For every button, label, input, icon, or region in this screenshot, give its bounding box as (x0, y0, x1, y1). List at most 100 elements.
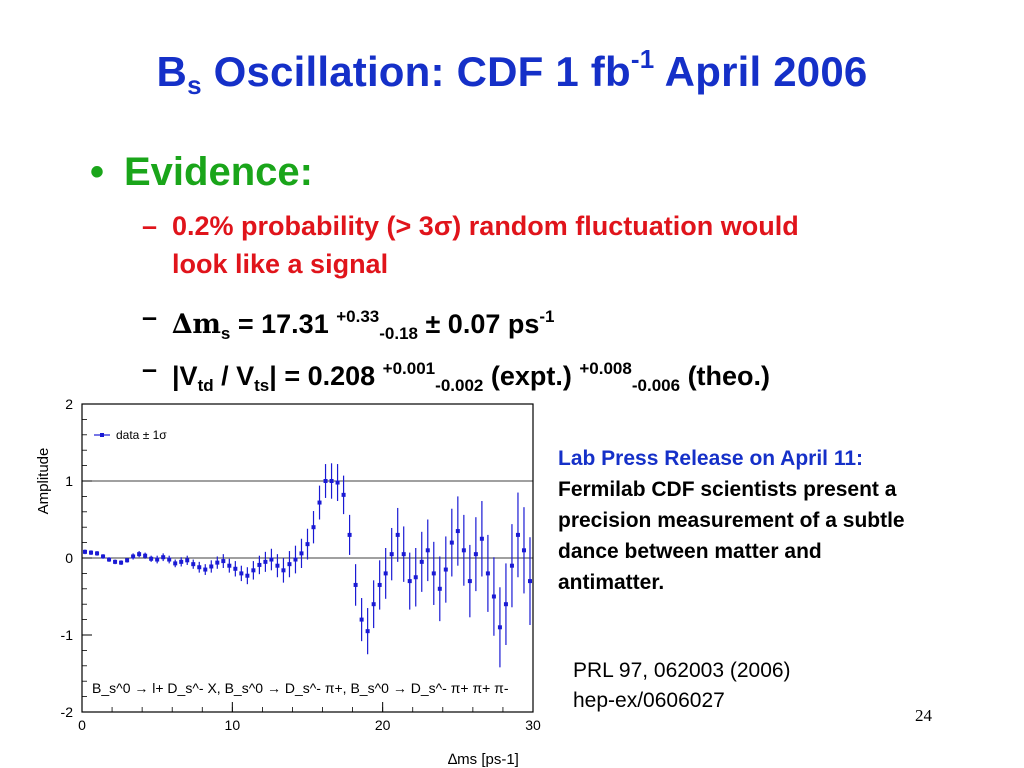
data-point (413, 575, 418, 580)
expt-lower: -0.002 (435, 376, 484, 395)
data-point (257, 562, 262, 567)
slide-title: Bs Oscillation: CDF 1 fb-1 April 2006 (0, 44, 1024, 101)
x-tick-label: 0 (78, 717, 86, 733)
data-point (353, 582, 358, 587)
ratio-value: | = 0.208 (269, 361, 383, 391)
theo-label: (theo.) (680, 361, 771, 391)
data-point (503, 602, 508, 607)
data-point (191, 562, 196, 567)
data-point (497, 625, 502, 630)
bullet-label: Evidence: (124, 150, 313, 194)
dash: – (142, 354, 158, 384)
y-axis-ticks: -2 -1 0 1 2 (61, 396, 92, 720)
press-line: precision measurement of a subtle (558, 509, 905, 532)
x-tick-label: 10 (225, 717, 241, 733)
data-point (431, 571, 436, 576)
page-number: 24 (915, 706, 932, 725)
data-point (179, 559, 184, 564)
x-tick-label: 20 (375, 717, 391, 733)
title-rest: Oscillation: CDF 1 fb (201, 48, 631, 95)
data-point (143, 553, 148, 558)
data-point (401, 552, 406, 557)
reference-journal: PRL 97, 062003 (2006) (573, 659, 791, 682)
data-point (131, 554, 136, 559)
expt-label: (expt.) (483, 361, 580, 391)
legend-label: data ± 1σ (116, 428, 167, 442)
data-point (263, 559, 268, 564)
press-release: Lab Press Release on April 11: Fermilab … (558, 443, 998, 598)
data-point (233, 566, 238, 571)
data-point (467, 579, 472, 584)
data-point (137, 552, 142, 557)
data-point (287, 562, 292, 567)
data-point (173, 561, 178, 566)
data-point (365, 629, 370, 634)
data-point (449, 540, 454, 545)
data-point (281, 568, 286, 573)
x-axis-label: ∆ms [ps-1] (448, 751, 519, 768)
ms-equals: = 17.31 (230, 309, 337, 339)
probability-line-2: look like a signal (172, 249, 389, 279)
data-point (383, 571, 388, 576)
data-point (269, 557, 274, 562)
dash: – (142, 302, 158, 332)
title-subscript: s (187, 70, 202, 100)
press-line: antimatter. (558, 571, 665, 594)
data-point (293, 557, 298, 562)
legend: data ± 1σ (94, 428, 167, 442)
data-point (149, 556, 154, 561)
data-point (419, 559, 424, 564)
data-point (125, 558, 130, 563)
data-point (275, 563, 280, 568)
y-tick-label: -1 (61, 627, 74, 643)
data-point (515, 532, 520, 537)
data-point (251, 568, 256, 573)
x-axis-ticks: 0 10 20 30 (78, 702, 541, 733)
data-point (371, 602, 376, 607)
data-point (317, 500, 322, 505)
title-tail: April 2006 (654, 48, 868, 95)
data-point (107, 557, 112, 562)
title-superscript: -1 (630, 44, 655, 74)
y-tick-label: 2 (65, 396, 73, 412)
theo-upper: +0.008 (579, 359, 632, 378)
y-axis-label: Amplitude (35, 448, 52, 515)
data-point (89, 550, 94, 555)
data-points (83, 463, 532, 668)
delta-ms-symbol: ∆m (172, 309, 221, 340)
ts-subscript: ts (254, 376, 270, 395)
reference-arxiv: hep-ex/0606027 (573, 689, 725, 712)
vtd-part: |V (172, 361, 198, 391)
data-point (485, 571, 490, 576)
vts-part: / V (213, 361, 255, 391)
delta-ms-value: ∆ms = 17.31 +0.33-0.18 ± 0.07 ps-1 (172, 301, 555, 350)
vtd-vts-value: |Vtd / Vts| = 0.208 +0.001-0.002 (expt.)… (172, 353, 770, 402)
ms-subscript: s (220, 324, 231, 343)
bullet-dot: • (90, 150, 105, 194)
data-point (221, 559, 226, 564)
data-point (479, 536, 484, 541)
data-point (509, 563, 514, 568)
data-point (155, 557, 160, 562)
probability-line-1: 0.2% probability (> 3σ) random fluctuati… (172, 211, 799, 241)
data-point (161, 555, 166, 560)
legend-marker (100, 433, 104, 437)
press-line: Fermilab CDF scientists present a (558, 478, 897, 501)
expt-upper: +0.001 (382, 359, 436, 378)
data-point (245, 573, 250, 578)
press-heading: Lab Press Release on April 11: (558, 447, 864, 470)
data-point (197, 565, 202, 570)
data-point (455, 529, 460, 534)
data-point (527, 579, 532, 584)
data-point (299, 551, 304, 556)
data-point (491, 594, 496, 599)
data-point (311, 525, 316, 530)
data-point (395, 532, 400, 537)
theo-lower: -0.006 (631, 376, 681, 395)
data-point (377, 582, 382, 587)
ms-upper-error: +0.33 (336, 307, 380, 326)
data-point (185, 558, 190, 563)
data-point (119, 560, 124, 565)
title-main: B (156, 48, 188, 95)
td-subscript: td (197, 376, 214, 395)
